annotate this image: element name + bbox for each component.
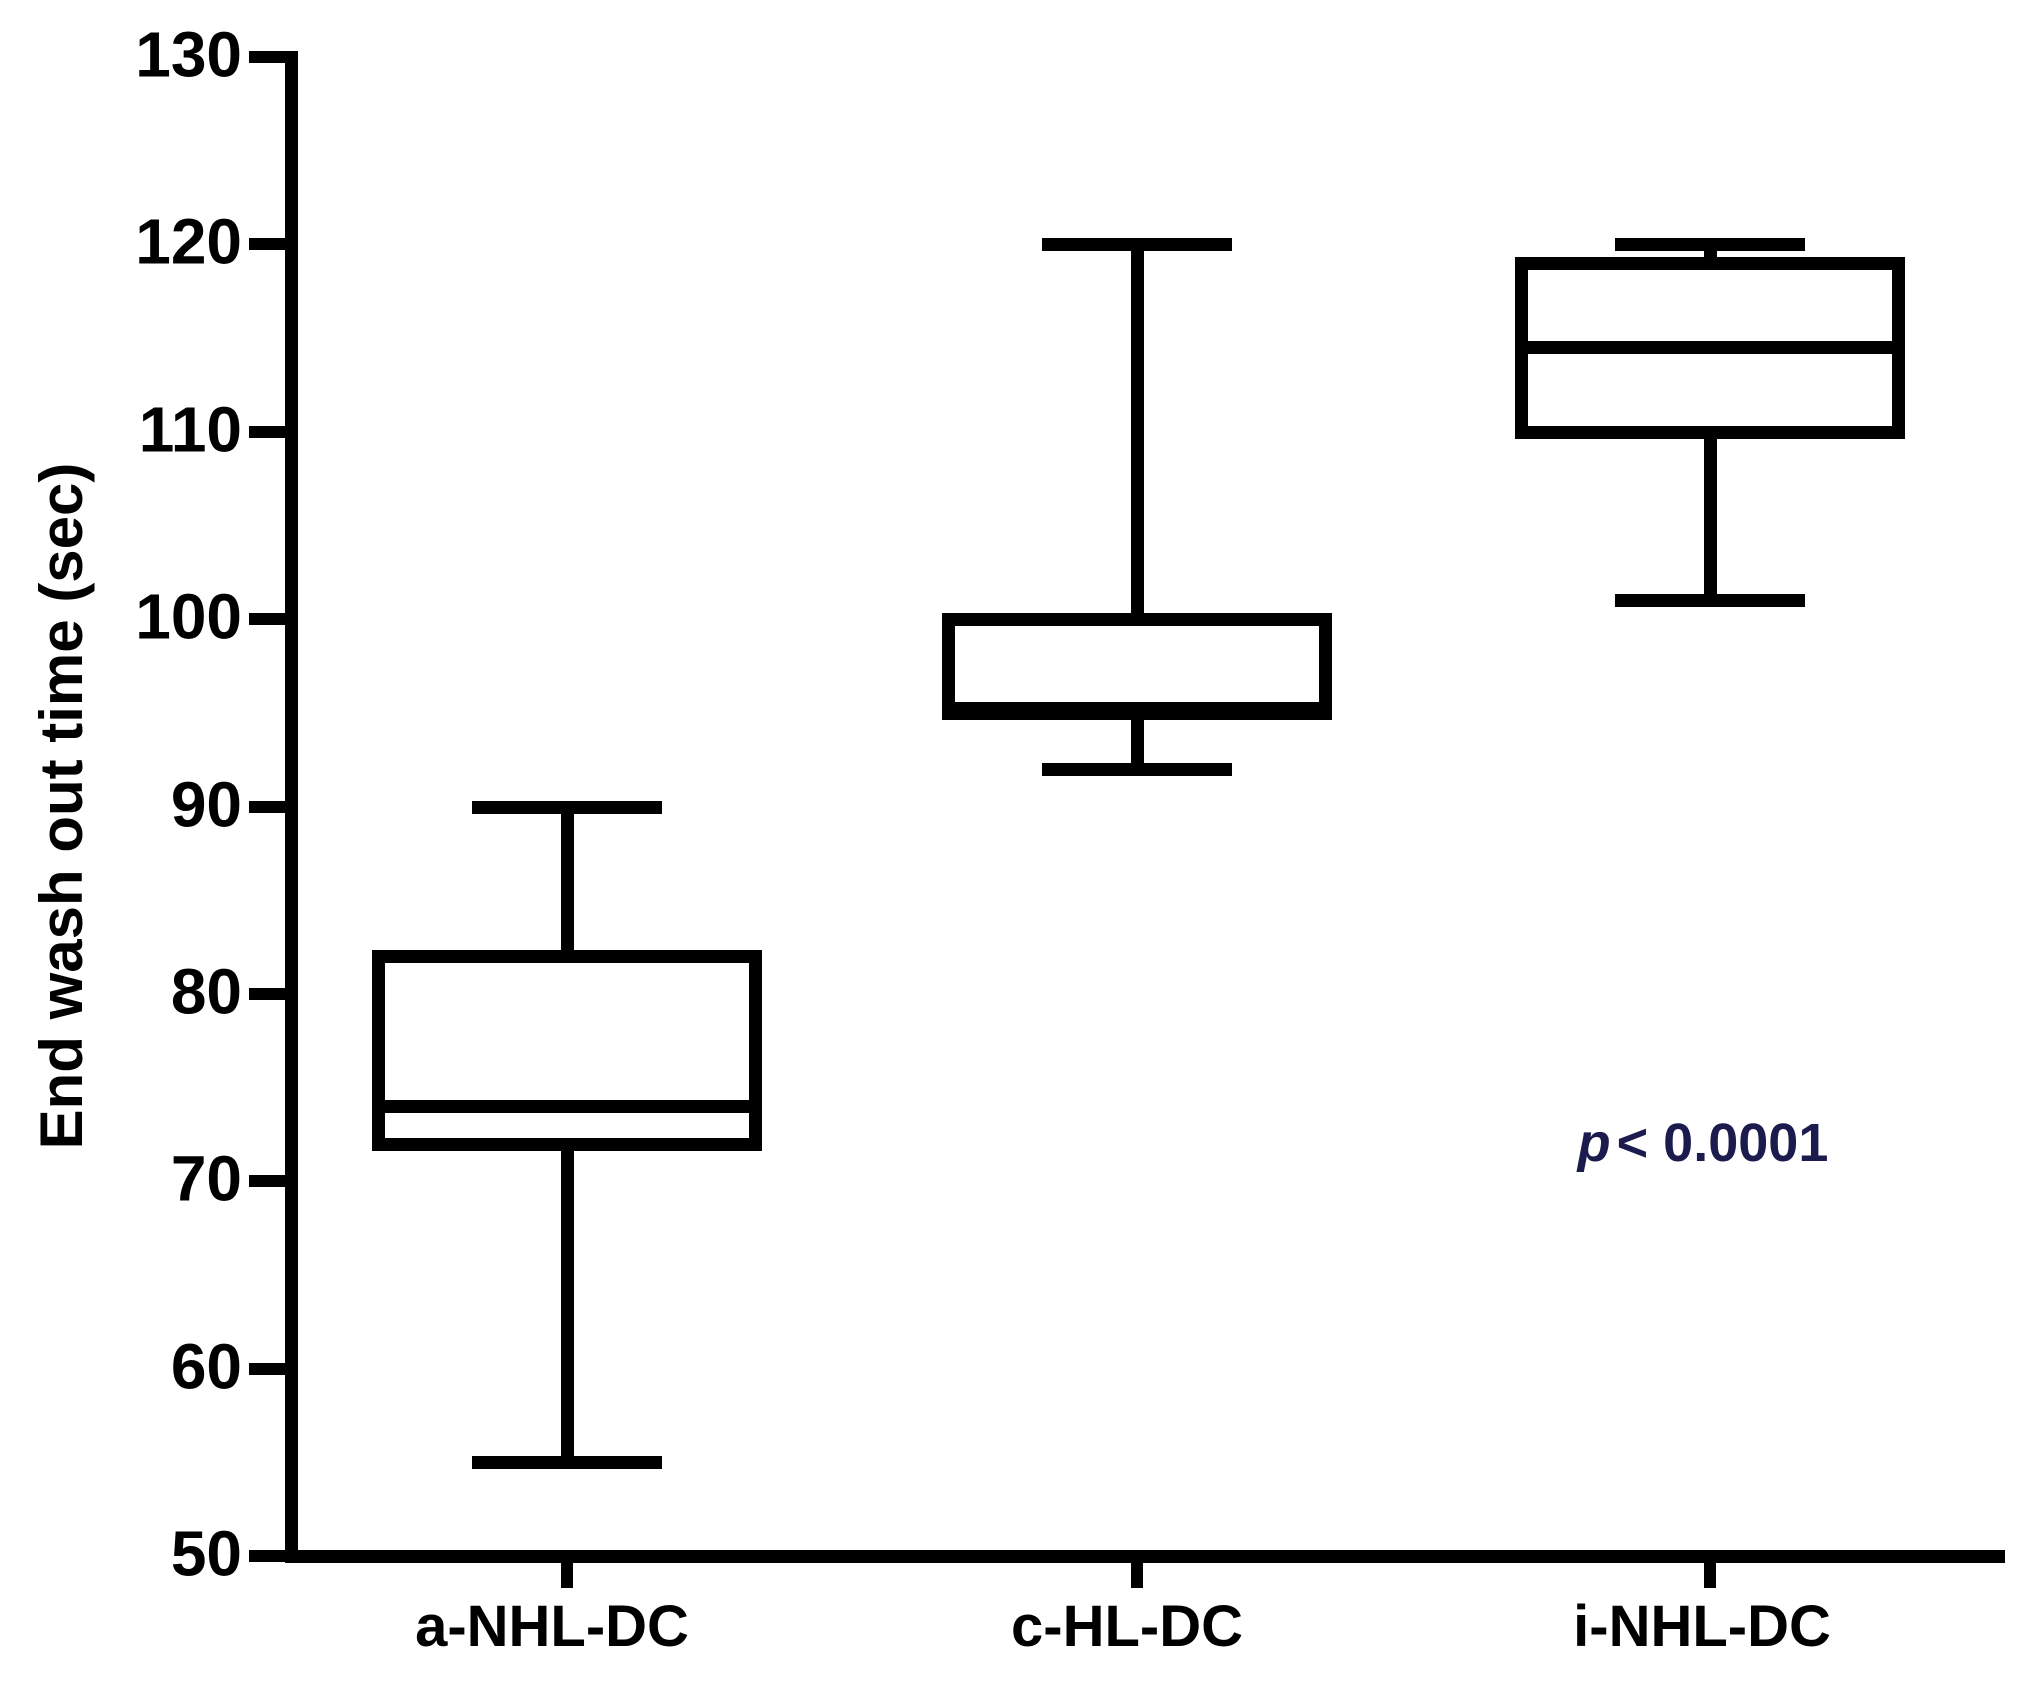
- median-line: [942, 702, 1332, 715]
- y-axis-tick: [249, 51, 285, 63]
- x-tick-label: a-NHL-DC: [415, 1594, 689, 1659]
- box-iqr: [372, 950, 762, 1151]
- y-tick-label: 50: [170, 1517, 242, 1590]
- whisker-stem-bottom: [1131, 709, 1144, 769]
- y-axis-tick: [249, 613, 285, 625]
- y-tick-label: 70: [170, 1142, 242, 1215]
- p-value-annotation: p < 0.0001: [1578, 1116, 1829, 1170]
- x-tick-label: i-NHL-DC: [1573, 1594, 1831, 1659]
- y-axis-tick: [249, 801, 285, 813]
- whisker-cap-bottom: [472, 1456, 662, 1469]
- y-tick-label: 80: [170, 955, 242, 1028]
- x-axis-tick: [1704, 1563, 1716, 1588]
- whisker-cap-top: [1042, 238, 1232, 251]
- y-axis-tick: [249, 988, 285, 1000]
- y-tick-label: 90: [170, 768, 242, 841]
- x-axis-line: [285, 1550, 2005, 1563]
- y-axis-tick: [249, 1550, 285, 1562]
- x-axis-tick: [1131, 1563, 1143, 1588]
- whisker-stem-top: [561, 807, 574, 962]
- y-tick-label: 120: [135, 205, 242, 278]
- whisker-cap-bottom: [1615, 594, 1805, 607]
- x-axis-tick: [561, 1563, 573, 1588]
- p-value-symbol: p: [1577, 1113, 1611, 1173]
- y-tick-label: 110: [138, 393, 242, 466]
- x-tick-label: c-HL-DC: [1011, 1594, 1243, 1659]
- y-axis-tick: [249, 426, 285, 438]
- whisker-cap-bottom: [1042, 763, 1232, 776]
- y-axis-tick: [249, 238, 285, 250]
- y-tick-label: 100: [135, 580, 242, 653]
- y-axis-tick: [249, 1363, 285, 1375]
- y-tick-label: 60: [170, 1330, 242, 1403]
- median-line: [372, 1100, 762, 1113]
- whisker-stem-top: [1131, 244, 1144, 625]
- y-axis-line: [285, 51, 298, 1563]
- whisker-cap-top: [1615, 238, 1805, 251]
- whisker-cap-top: [472, 801, 662, 814]
- whisker-stem-bottom: [561, 1140, 574, 1462]
- median-line: [1515, 341, 1905, 354]
- p-value-text: < 0.0001: [1616, 1113, 1829, 1173]
- y-axis-tick: [249, 1175, 285, 1187]
- whisker-stem-bottom: [1704, 428, 1717, 600]
- y-tick-label: 130: [135, 18, 242, 91]
